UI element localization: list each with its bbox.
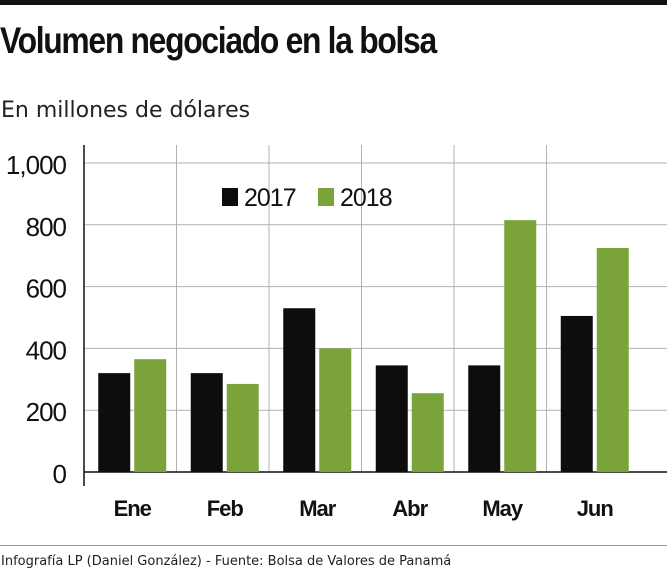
y-tick-label: 200 bbox=[26, 397, 67, 427]
bar-2017-feb bbox=[190, 373, 223, 472]
y-tick-label: 1,000 bbox=[6, 150, 67, 180]
legend-label-2018: 2018 bbox=[340, 184, 392, 212]
chart-title: Volumen negociado en la bolsa bbox=[0, 20, 437, 61]
x-tick-label: Feb bbox=[207, 496, 244, 521]
y-tick-label: 600 bbox=[26, 274, 67, 304]
bar-2018-may bbox=[504, 220, 537, 472]
legend-label-2017: 2017 bbox=[244, 184, 296, 212]
bar-2018-ene bbox=[134, 359, 167, 472]
legend-swatch-2017 bbox=[222, 188, 238, 206]
source-note: Infografía LP (Daniel González) - Fuente… bbox=[1, 554, 452, 569]
x-tick-label: Abr bbox=[392, 496, 428, 521]
bar-2017-may bbox=[468, 365, 501, 472]
y-tick-label: 0 bbox=[53, 459, 67, 489]
bar-2017-mar bbox=[283, 308, 316, 472]
bar-2018-feb bbox=[226, 383, 259, 472]
legend-swatch-2018 bbox=[318, 188, 334, 206]
bar-2018-jun bbox=[596, 247, 629, 472]
bar-2017-jun bbox=[560, 315, 593, 472]
x-tick-label: Mar bbox=[299, 496, 337, 521]
bar-2018-abr bbox=[411, 393, 444, 472]
x-tick-label: May bbox=[482, 496, 524, 521]
footer-rule bbox=[0, 545, 667, 546]
chart-subtitle: En millones de dólares bbox=[1, 98, 251, 123]
x-tick-label: Ene bbox=[114, 496, 152, 521]
bar-2017-ene bbox=[98, 373, 131, 472]
bar-2017-abr bbox=[375, 365, 408, 472]
bar-2018-mar bbox=[319, 348, 352, 472]
y-tick-label: 800 bbox=[26, 212, 67, 242]
y-tick-label: 400 bbox=[26, 335, 67, 365]
top-rule bbox=[0, 0, 667, 5]
bar-chart: 0 200 400 600 800 1,000 Ene Feb Mar Abr May Jun 2017… bbox=[6, 145, 667, 521]
x-tick-label: Jun bbox=[577, 496, 614, 521]
